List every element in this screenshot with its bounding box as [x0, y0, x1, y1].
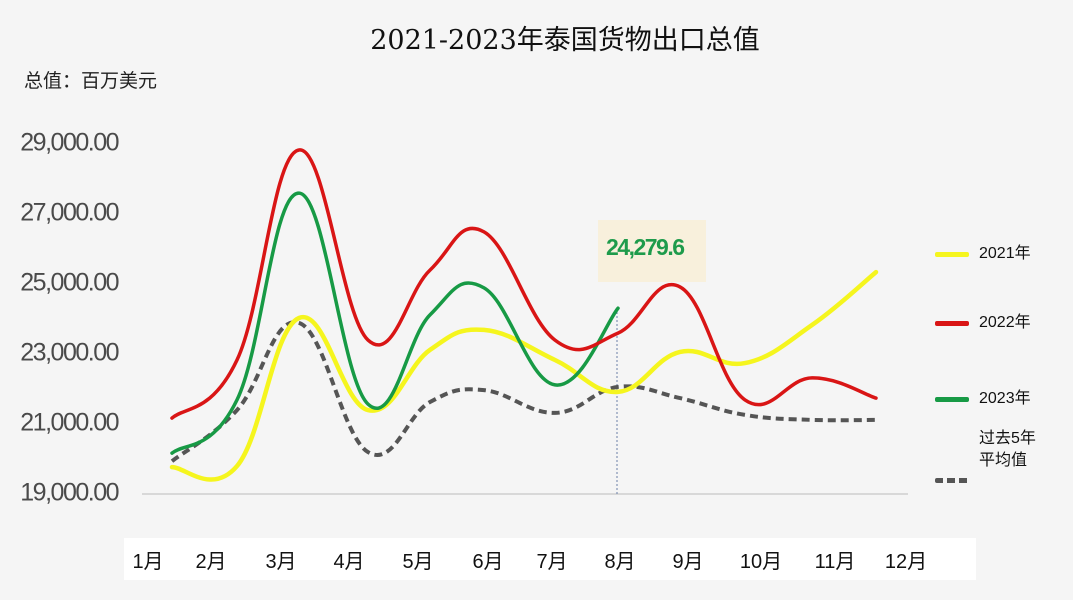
legend-label: 2023年: [979, 390, 1031, 407]
x-tick-label: 7月: [536, 551, 568, 573]
x-tick-label: 3月: [265, 551, 297, 573]
x-tick-label: 4月: [333, 551, 365, 573]
y-tick-label: 21,000.00: [20, 408, 119, 437]
series-layer: [169, 148, 879, 482]
value-annotation-box: 24,279.6: [598, 220, 706, 282]
x-tick-label: 10月: [739, 551, 783, 573]
legend-swatch-icon: [935, 321, 969, 326]
legend-label: 2022年: [979, 314, 1031, 331]
legend-swatch-icon: [935, 478, 969, 483]
x-tick-label: 8月: [604, 551, 636, 573]
x-tick-label: 11月: [814, 551, 856, 573]
x-tick-label: 1月: [132, 551, 164, 573]
y-axis-unit-label: 总值：百万美元: [24, 70, 158, 92]
chart-title: 2021-2023年泰国货物出口总值: [370, 25, 760, 56]
series-2023-line: [170, 191, 620, 455]
y-tick-label: 19,000.00: [20, 478, 119, 507]
series-2021-line: [169, 269, 879, 482]
y-tick-label: 23,000.00: [20, 338, 119, 367]
x-tick-label: 2月: [195, 551, 227, 573]
x-tick-label: 6月: [472, 551, 504, 573]
y-tick-label: 29,000.00: [20, 128, 119, 157]
legend-label: 过去5年 平均值: [979, 430, 1036, 469]
legend-swatch-icon: [935, 252, 969, 257]
x-axis-band: [124, 538, 976, 580]
x-tick-label: 12月: [884, 551, 928, 573]
series-2022-line: [170, 148, 878, 420]
y-tick-label: 25,000.00: [20, 268, 119, 297]
x-tick-label: 9月: [672, 551, 704, 573]
series-5yr-average-line: [170, 320, 877, 463]
y-tick-label: 27,000.00: [20, 198, 119, 227]
legend-label: 2021年: [979, 245, 1031, 262]
value-annotation-label: 24,279.6: [606, 234, 685, 260]
x-tick-label: 5月: [402, 551, 434, 573]
legend-swatch-icon: [935, 397, 969, 402]
